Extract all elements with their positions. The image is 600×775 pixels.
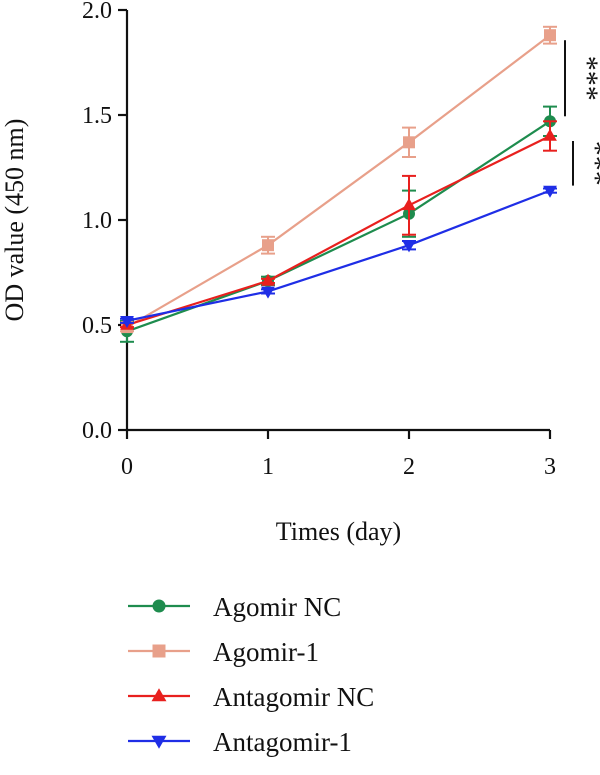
significance-annotations: *** *** (564, 40, 600, 186)
legend-label: Agomir NC (213, 592, 341, 622)
y-tick-label: 0.5 (82, 313, 112, 339)
significance-label: *** (579, 141, 600, 186)
data-point (261, 286, 275, 299)
legend: Agomir NC Agomir-1 Antagomir NC Antagomir-1 (128, 592, 374, 757)
y-tick-label: 1.0 (82, 208, 112, 234)
y-tick-label: 2.0 (82, 0, 112, 24)
legend-label: Antagomir-1 (213, 727, 352, 757)
series-line (126, 120, 551, 333)
x-tick-label: 3 (544, 454, 556, 480)
y-ticks: 0.0 0.5 1.0 1.5 2.0 (82, 0, 127, 444)
series-line (126, 189, 551, 322)
legend-item: Agomir-1 (128, 637, 319, 667)
legend-item: Antagomir NC (128, 682, 374, 712)
series-agomir-1 (120, 25, 557, 334)
data-point (120, 316, 134, 328)
y-axis-label: OD value (450 nm) (0, 119, 29, 322)
legend-marker (151, 688, 167, 702)
x-ticks: 0 1 2 3 (121, 430, 556, 480)
series-line (126, 135, 551, 327)
x-axis-label: Times (day) (276, 517, 401, 546)
legend-item: Agomir NC (128, 592, 341, 622)
data-point (262, 239, 274, 252)
legend-marker (151, 735, 167, 749)
legend-label: Agomir-1 (213, 637, 319, 667)
y-tick-label: 0.0 (82, 418, 112, 444)
legend-marker (152, 644, 166, 658)
series-layer (120, 25, 557, 343)
data-point (261, 273, 275, 286)
y-tick-label: 1.5 (82, 103, 112, 129)
legend-label: Antagomir NC (213, 682, 374, 712)
series-antagomir-1 (120, 185, 557, 328)
axes (125, 10, 550, 432)
data-point (543, 128, 557, 141)
series-line (126, 34, 551, 329)
data-point (403, 136, 415, 149)
significance-label: *** (571, 56, 600, 101)
x-tick-label: 0 (121, 454, 133, 480)
data-point (402, 240, 416, 253)
x-tick-label: 1 (262, 454, 274, 480)
x-tick-label: 2 (403, 454, 415, 480)
data-point (402, 198, 416, 211)
data-point (543, 185, 557, 198)
data-point (544, 29, 556, 42)
legend-item: Antagomir-1 (128, 727, 352, 757)
series-antagomir-nc (120, 120, 557, 330)
legend-marker (152, 599, 166, 613)
